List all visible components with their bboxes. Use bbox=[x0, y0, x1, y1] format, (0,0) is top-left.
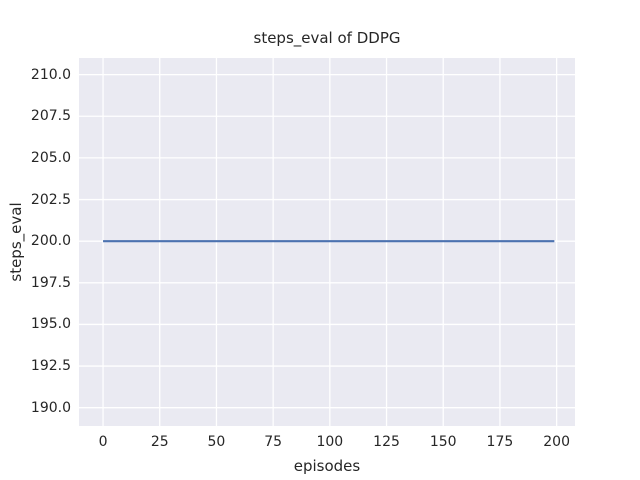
y-tick-label: 210.0 bbox=[30, 66, 71, 83]
x-tick-label: 200 bbox=[543, 434, 570, 450]
y-tick-label: 202.5 bbox=[30, 191, 71, 208]
plot-canvas bbox=[79, 58, 575, 426]
x-tick-label: 150 bbox=[429, 434, 457, 450]
y-tick-label: 197.5 bbox=[30, 274, 71, 291]
plot-area bbox=[79, 58, 575, 426]
x-tick-label: 125 bbox=[373, 434, 400, 450]
y-tick-label: 205.0 bbox=[30, 149, 71, 166]
x-axis-label: episodes bbox=[293, 457, 361, 475]
x-tick-label: 75 bbox=[264, 434, 283, 450]
y-tick-label: 207.5 bbox=[30, 108, 71, 125]
x-tick-label: 25 bbox=[150, 434, 169, 450]
x-tick-label: 175 bbox=[486, 434, 514, 450]
x-tick-label: 100 bbox=[316, 434, 344, 450]
y-tick-label: 195.0 bbox=[30, 316, 71, 333]
x-tick-label: 0 bbox=[98, 434, 108, 450]
y-tick-label: 192.5 bbox=[30, 358, 71, 375]
y-tick-label: 200.0 bbox=[30, 233, 71, 250]
chart-title: steps_eval of DDPG bbox=[253, 29, 401, 47]
x-tick-label: 50 bbox=[207, 434, 226, 450]
y-tick-label: 190.0 bbox=[30, 399, 71, 416]
